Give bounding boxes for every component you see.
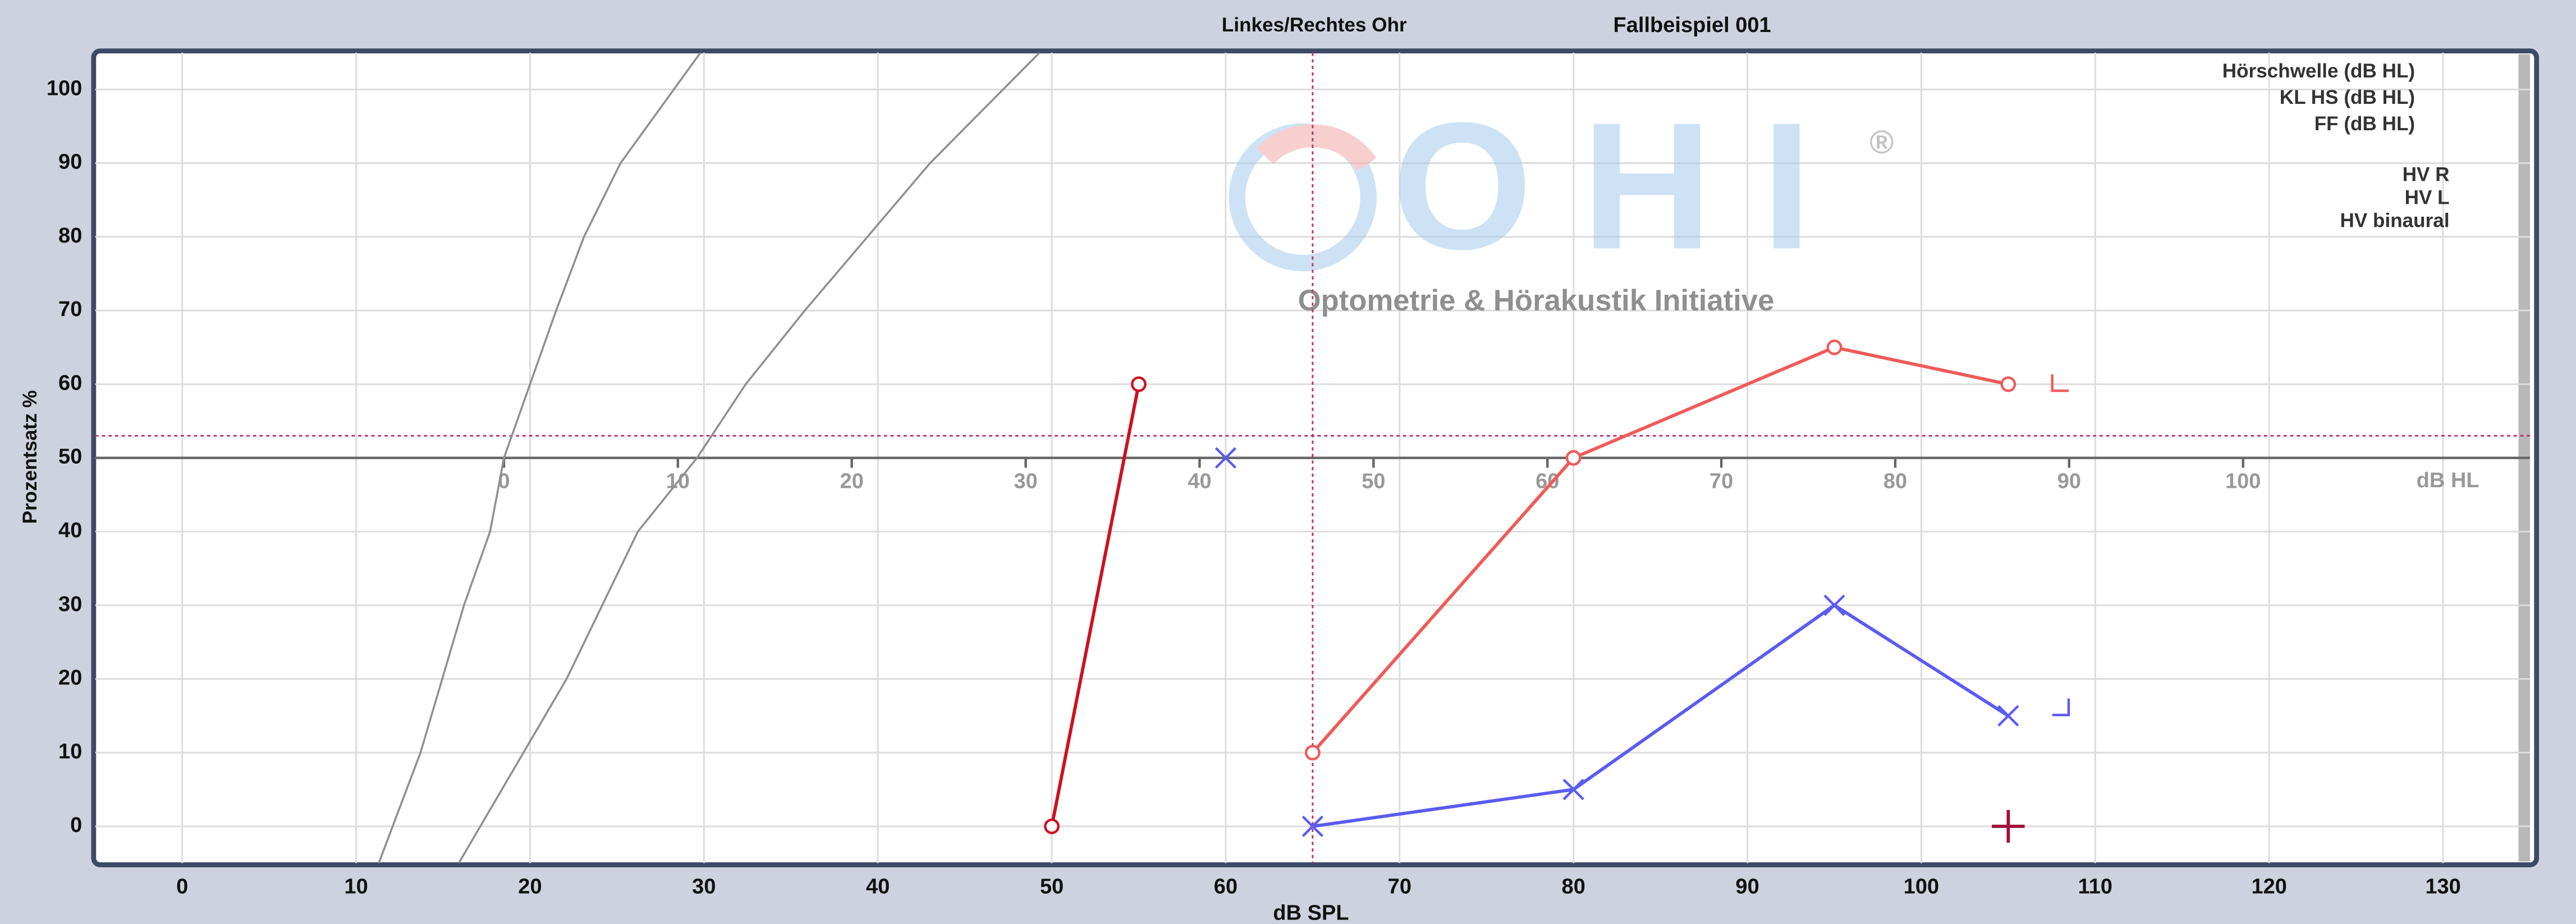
x2-tick-label: 90 <box>2057 470 2081 493</box>
header-left: Linkes/Rechtes Ohr <box>1222 14 1407 36</box>
point <box>2051 374 2069 392</box>
x2-tick-label: 40 <box>1188 470 1211 493</box>
x-tick-label: 130 <box>2425 875 2460 899</box>
x2-tick-label: 50 <box>1362 470 1385 493</box>
x-tick-label: 50 <box>1040 875 1064 899</box>
legend-entry: HV R <box>2403 164 2450 186</box>
point <box>2052 698 2070 716</box>
x-tick-label: 110 <box>2078 875 2112 899</box>
x-tick-label: 30 <box>692 875 716 899</box>
y-tick-label: 20 <box>58 666 82 690</box>
x-tick-label: 10 <box>344 875 368 899</box>
y-tick-label: 100 <box>47 76 82 100</box>
y-tick-label: 40 <box>58 519 82 542</box>
x-tick-label: 70 <box>1388 875 1411 899</box>
legend-entry: FF (dB HL) <box>2314 113 2415 135</box>
series-line <box>1050 383 1140 827</box>
y-tick-label: 30 <box>58 592 82 616</box>
y-tick-label: 70 <box>58 298 82 321</box>
point <box>1565 450 1582 466</box>
legend-entry: KL HS (dB HL) <box>2280 86 2415 108</box>
y-axis-label: Prozentsatz % <box>19 390 41 524</box>
series-line <box>1312 603 2009 828</box>
y-tick-label: 60 <box>58 371 82 395</box>
point <box>1131 376 1147 392</box>
y-tick-label: 10 <box>58 740 82 763</box>
x2-tick-label: 30 <box>1014 470 1037 493</box>
x-tick-label: 90 <box>1735 875 1759 899</box>
legend-entry: HV binaural <box>2340 210 2449 232</box>
y-tick-label: 50 <box>58 445 82 469</box>
x2-tick-label: 100 <box>2225 470 2261 493</box>
x2-axis-label: dB HL <box>2417 469 2479 492</box>
x2-tick-label: 70 <box>1709 470 1733 493</box>
point <box>1301 815 1324 838</box>
point <box>2000 376 2016 392</box>
point <box>1214 447 1237 469</box>
y-tick-label: 90 <box>58 150 82 174</box>
x-tick-label: 20 <box>518 875 542 899</box>
point <box>1562 779 1584 801</box>
header-right: Fallbeispiel 001 <box>1614 13 1771 37</box>
x-tick-label: 120 <box>2251 875 2286 899</box>
watermark: OHI ® <box>1229 85 1894 287</box>
point <box>1826 339 1842 355</box>
x-tick-label: 40 <box>866 875 890 899</box>
y-tick-label: 0 <box>70 813 82 837</box>
point <box>1997 705 2019 727</box>
legend-entry: HV L <box>2405 187 2450 209</box>
logo-arc <box>1257 124 1377 171</box>
series-line <box>378 52 702 863</box>
point <box>1823 594 1845 616</box>
series-line <box>457 52 1041 863</box>
x-tick-label: 0 <box>176 875 188 899</box>
watermark-mark: ® <box>1869 124 1894 161</box>
watermark-logo: OHI <box>1392 85 1861 287</box>
legend-entry: Hörschwelle (dB HL) <box>2222 60 2415 82</box>
point <box>1044 818 1060 834</box>
x2-tick-label: 80 <box>1883 470 1907 493</box>
point <box>1992 809 2025 843</box>
x-tick-label: 60 <box>1214 875 1237 899</box>
x-tick-label: 80 <box>1562 875 1585 899</box>
y-tick-label: 80 <box>58 224 82 248</box>
watermark-text: Optometrie & Hörakustik Initiative <box>1298 284 1775 317</box>
series-line <box>1311 345 2009 754</box>
x2-tick-label: 20 <box>840 470 864 493</box>
x-tick-label: 100 <box>1904 875 1939 899</box>
point <box>1305 744 1321 761</box>
x-axis-label: dB SPL <box>1273 901 1349 924</box>
